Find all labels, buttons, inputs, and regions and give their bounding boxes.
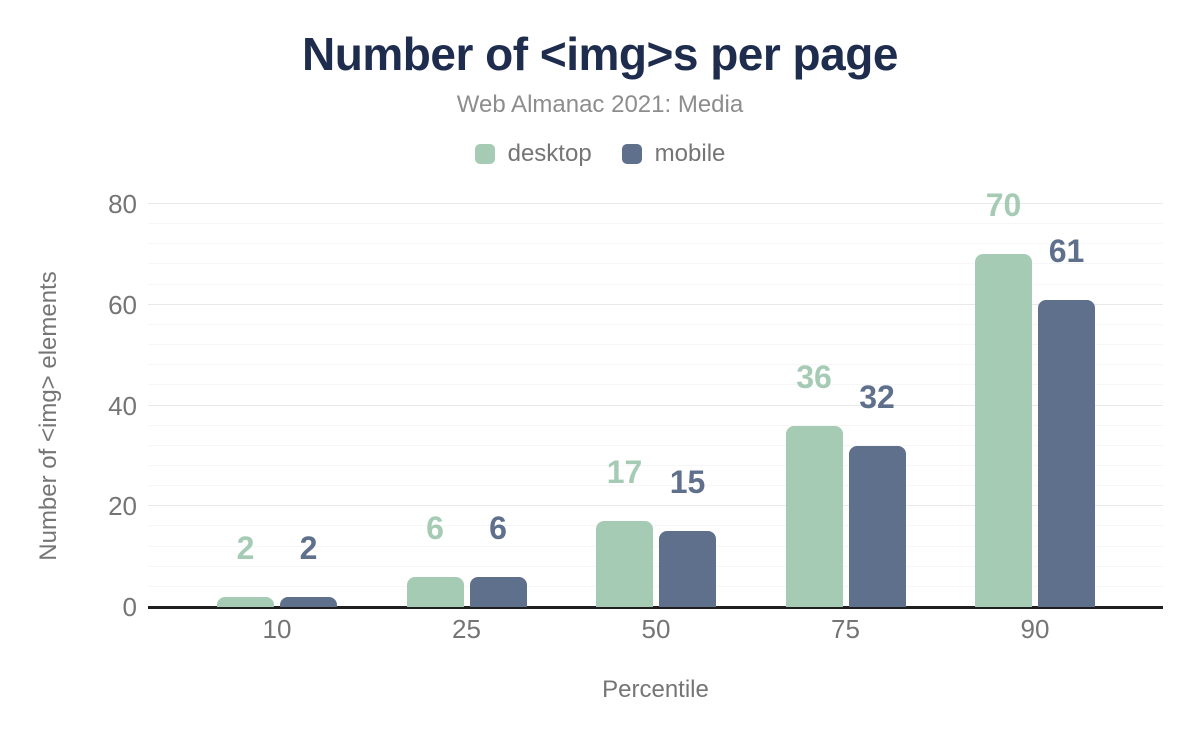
bar-value-mobile-p75: 32 [859,378,895,415]
legend-item-desktop[interactable]: desktop [474,140,592,168]
bar-value-desktop-p25: 6 [426,509,444,546]
y-tick-20: 20 [108,491,137,522]
bar-value-mobile-p50: 15 [669,464,706,501]
gridline-minor [148,525,1163,527]
x-tick-10: 10 [262,614,292,644]
plot-area: 2 6 17 36 70 2 6 15 32 61 [148,189,1163,609]
y-tick-0: 0 [122,592,137,622]
gridline-minor [148,243,1163,245]
bar-value-desktop-p50: 17 [606,454,643,491]
bar-value-desktop-p10: 2 [236,529,255,566]
gridline-minor [148,323,1163,325]
bar-mobile-p10[interactable] [280,596,337,607]
gridline-minor [148,283,1163,285]
bar-desktop-p75[interactable] [785,425,843,607]
chart-title: Number of <img>s per page [302,28,898,80]
gridline-minor [148,263,1163,265]
bar-value-desktop-p75: 36 [796,358,832,395]
bar-mobile-p25[interactable] [469,576,527,607]
bar-value-mobile-p10: 2 [299,529,318,566]
bar-mobile-p50[interactable] [659,531,716,607]
x-tick-25: 25 [452,614,481,644]
bar-desktop-p50[interactable] [596,521,653,607]
legend-label-desktop: desktop [507,140,592,167]
bar-value-mobile-p25: 6 [489,509,507,546]
x-axis-title: Percentile [602,676,709,703]
gridline-minor [148,424,1163,426]
x-axis-line [148,606,1163,609]
bar-mobile-p90[interactable] [1038,299,1095,607]
gridline-minor [148,464,1163,466]
gridline-minor [148,485,1163,487]
bar-value-mobile-p90: 61 [1048,232,1085,269]
gridline-minor [148,565,1163,567]
gridline-major-40 [148,404,1163,406]
bar-desktop-p10[interactable] [217,596,274,607]
y-tick-80: 80 [108,189,137,219]
gridline-minor [148,585,1163,587]
gridline-minor [148,384,1163,386]
gridline-major-80 [148,203,1163,204]
x-tick-90: 90 [1020,614,1050,644]
gridline-minor [148,444,1163,446]
chart-subtitle: Web Almanac 2021: Media [456,91,744,118]
legend-label-mobile: mobile [654,140,726,167]
legend-swatch-desktop [474,144,495,164]
y-tick-40: 40 [108,390,137,421]
gridline-minor [148,223,1163,225]
legend: desktop mobile [0,140,1200,168]
bar-desktop-p90[interactable] [975,254,1032,607]
bar-mobile-p75[interactable] [848,445,906,607]
gridline-minor [148,344,1163,346]
x-tick-50: 50 [641,614,671,644]
legend-item-mobile[interactable]: mobile [621,140,726,168]
y-tick-60: 60 [108,289,137,320]
bar-value-desktop-p90: 70 [985,187,1022,224]
gridline-major-60 [148,303,1163,305]
bar-desktop-p25[interactable] [406,576,464,607]
gridline-major-20 [148,505,1163,507]
legend-swatch-mobile [621,144,642,164]
gridline-minor [148,545,1163,547]
gridline-minor [148,364,1163,366]
x-tick-75: 75 [831,614,860,644]
